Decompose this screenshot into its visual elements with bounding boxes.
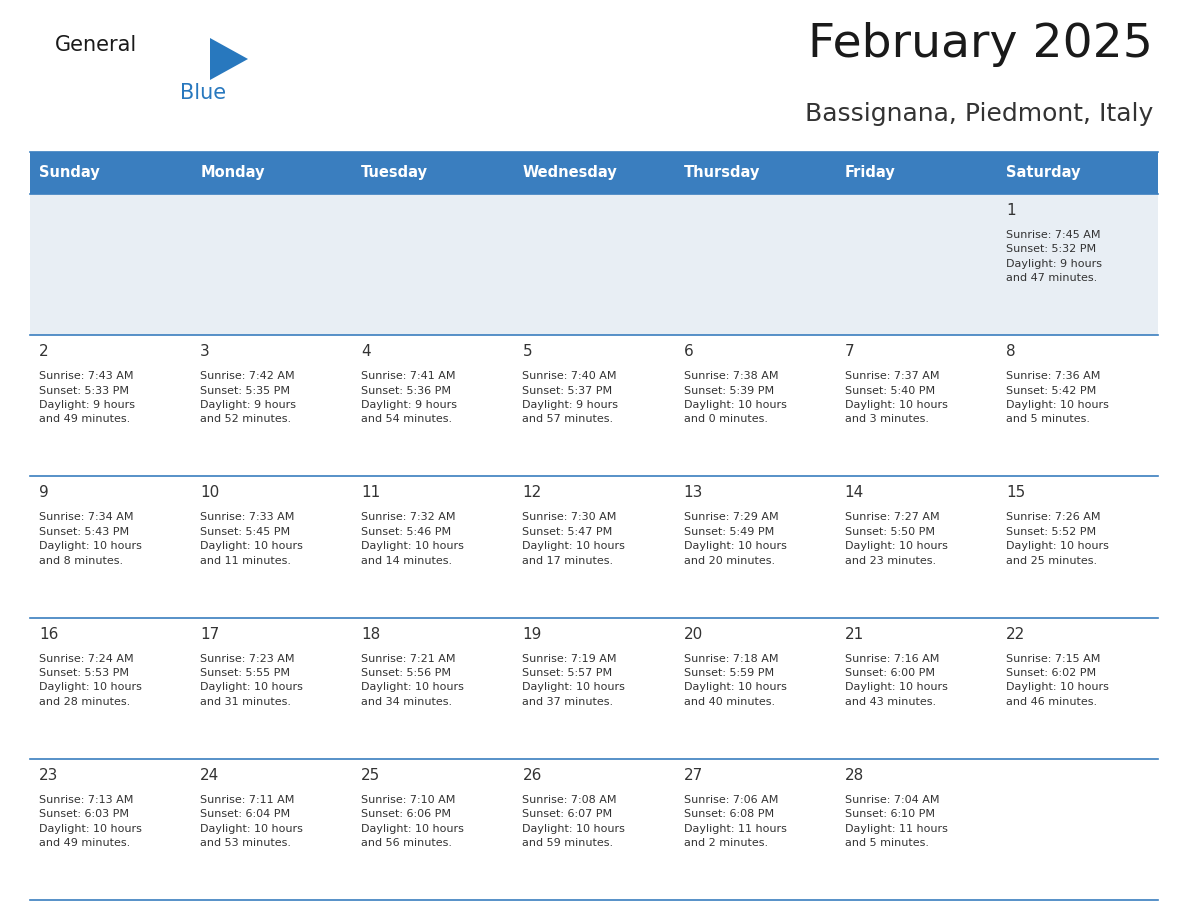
Text: Sunrise: 7:27 AM
Sunset: 5:50 PM
Daylight: 10 hours
and 23 minutes.: Sunrise: 7:27 AM Sunset: 5:50 PM Dayligh… bbox=[845, 512, 948, 565]
Text: February 2025: February 2025 bbox=[808, 22, 1154, 67]
Text: Tuesday: Tuesday bbox=[361, 165, 429, 181]
Text: Sunrise: 7:21 AM
Sunset: 5:56 PM
Daylight: 10 hours
and 34 minutes.: Sunrise: 7:21 AM Sunset: 5:56 PM Dayligh… bbox=[361, 654, 465, 707]
Text: Sunrise: 7:06 AM
Sunset: 6:08 PM
Daylight: 11 hours
and 2 minutes.: Sunrise: 7:06 AM Sunset: 6:08 PM Dayligh… bbox=[683, 795, 786, 848]
Text: 2: 2 bbox=[39, 344, 49, 359]
Text: 11: 11 bbox=[361, 486, 380, 500]
Text: Sunrise: 7:19 AM
Sunset: 5:57 PM
Daylight: 10 hours
and 37 minutes.: Sunrise: 7:19 AM Sunset: 5:57 PM Dayligh… bbox=[523, 654, 625, 707]
Text: Sunrise: 7:16 AM
Sunset: 6:00 PM
Daylight: 10 hours
and 43 minutes.: Sunrise: 7:16 AM Sunset: 6:00 PM Dayligh… bbox=[845, 654, 948, 707]
Text: Sunrise: 7:24 AM
Sunset: 5:53 PM
Daylight: 10 hours
and 28 minutes.: Sunrise: 7:24 AM Sunset: 5:53 PM Dayligh… bbox=[39, 654, 141, 707]
Text: Sunrise: 7:13 AM
Sunset: 6:03 PM
Daylight: 10 hours
and 49 minutes.: Sunrise: 7:13 AM Sunset: 6:03 PM Dayligh… bbox=[39, 795, 141, 848]
Text: 7: 7 bbox=[845, 344, 854, 359]
Text: 16: 16 bbox=[39, 627, 58, 642]
Text: 1: 1 bbox=[1006, 203, 1016, 218]
Text: Wednesday: Wednesday bbox=[523, 165, 618, 181]
Text: 13: 13 bbox=[683, 486, 703, 500]
Text: Sunrise: 7:36 AM
Sunset: 5:42 PM
Daylight: 10 hours
and 5 minutes.: Sunrise: 7:36 AM Sunset: 5:42 PM Dayligh… bbox=[1006, 371, 1108, 424]
Bar bbox=[30, 194, 1158, 335]
Text: 17: 17 bbox=[200, 627, 220, 642]
Text: Sunrise: 7:08 AM
Sunset: 6:07 PM
Daylight: 10 hours
and 59 minutes.: Sunrise: 7:08 AM Sunset: 6:07 PM Dayligh… bbox=[523, 795, 625, 848]
Bar bbox=[191, 152, 353, 194]
Bar bbox=[30, 152, 191, 194]
Polygon shape bbox=[210, 38, 248, 80]
Text: Monday: Monday bbox=[200, 165, 265, 181]
Text: Sunrise: 7:40 AM
Sunset: 5:37 PM
Daylight: 9 hours
and 57 minutes.: Sunrise: 7:40 AM Sunset: 5:37 PM Dayligh… bbox=[523, 371, 619, 424]
Text: Sunrise: 7:18 AM
Sunset: 5:59 PM
Daylight: 10 hours
and 40 minutes.: Sunrise: 7:18 AM Sunset: 5:59 PM Dayligh… bbox=[683, 654, 786, 707]
Text: 28: 28 bbox=[845, 767, 864, 783]
Text: 24: 24 bbox=[200, 767, 220, 783]
Text: General: General bbox=[55, 35, 138, 55]
Text: Sunrise: 7:23 AM
Sunset: 5:55 PM
Daylight: 10 hours
and 31 minutes.: Sunrise: 7:23 AM Sunset: 5:55 PM Dayligh… bbox=[200, 654, 303, 707]
Text: Thursday: Thursday bbox=[683, 165, 760, 181]
Bar bbox=[30, 476, 1158, 618]
Text: Sunrise: 7:15 AM
Sunset: 6:02 PM
Daylight: 10 hours
and 46 minutes.: Sunrise: 7:15 AM Sunset: 6:02 PM Dayligh… bbox=[1006, 654, 1108, 707]
Bar bbox=[835, 152, 997, 194]
Text: Sunrise: 7:33 AM
Sunset: 5:45 PM
Daylight: 10 hours
and 11 minutes.: Sunrise: 7:33 AM Sunset: 5:45 PM Dayligh… bbox=[200, 512, 303, 565]
Text: Sunrise: 7:04 AM
Sunset: 6:10 PM
Daylight: 11 hours
and 5 minutes.: Sunrise: 7:04 AM Sunset: 6:10 PM Dayligh… bbox=[845, 795, 948, 848]
Text: Sunrise: 7:41 AM
Sunset: 5:36 PM
Daylight: 9 hours
and 54 minutes.: Sunrise: 7:41 AM Sunset: 5:36 PM Dayligh… bbox=[361, 371, 457, 424]
Bar bbox=[353, 152, 513, 194]
Text: 21: 21 bbox=[845, 627, 864, 642]
Bar bbox=[997, 152, 1158, 194]
Text: 6: 6 bbox=[683, 344, 694, 359]
Text: 19: 19 bbox=[523, 627, 542, 642]
Text: 8: 8 bbox=[1006, 344, 1016, 359]
Text: Sunrise: 7:10 AM
Sunset: 6:06 PM
Daylight: 10 hours
and 56 minutes.: Sunrise: 7:10 AM Sunset: 6:06 PM Dayligh… bbox=[361, 795, 465, 848]
Text: 26: 26 bbox=[523, 767, 542, 783]
Bar bbox=[30, 759, 1158, 900]
Text: Sunrise: 7:26 AM
Sunset: 5:52 PM
Daylight: 10 hours
and 25 minutes.: Sunrise: 7:26 AM Sunset: 5:52 PM Dayligh… bbox=[1006, 512, 1108, 565]
Text: 25: 25 bbox=[361, 767, 380, 783]
Text: Sunrise: 7:38 AM
Sunset: 5:39 PM
Daylight: 10 hours
and 0 minutes.: Sunrise: 7:38 AM Sunset: 5:39 PM Dayligh… bbox=[683, 371, 786, 424]
Text: Sunrise: 7:30 AM
Sunset: 5:47 PM
Daylight: 10 hours
and 17 minutes.: Sunrise: 7:30 AM Sunset: 5:47 PM Dayligh… bbox=[523, 512, 625, 565]
Text: Sunrise: 7:32 AM
Sunset: 5:46 PM
Daylight: 10 hours
and 14 minutes.: Sunrise: 7:32 AM Sunset: 5:46 PM Dayligh… bbox=[361, 512, 465, 565]
Text: Sunrise: 7:37 AM
Sunset: 5:40 PM
Daylight: 10 hours
and 3 minutes.: Sunrise: 7:37 AM Sunset: 5:40 PM Dayligh… bbox=[845, 371, 948, 424]
Bar bbox=[30, 618, 1158, 759]
Text: 27: 27 bbox=[683, 767, 703, 783]
Text: Sunrise: 7:34 AM
Sunset: 5:43 PM
Daylight: 10 hours
and 8 minutes.: Sunrise: 7:34 AM Sunset: 5:43 PM Dayligh… bbox=[39, 512, 141, 565]
Text: 10: 10 bbox=[200, 486, 220, 500]
Text: Sunrise: 7:43 AM
Sunset: 5:33 PM
Daylight: 9 hours
and 49 minutes.: Sunrise: 7:43 AM Sunset: 5:33 PM Dayligh… bbox=[39, 371, 135, 424]
Text: Sunrise: 7:29 AM
Sunset: 5:49 PM
Daylight: 10 hours
and 20 minutes.: Sunrise: 7:29 AM Sunset: 5:49 PM Dayligh… bbox=[683, 512, 786, 565]
Text: Blue: Blue bbox=[181, 83, 226, 103]
Text: 23: 23 bbox=[39, 767, 58, 783]
Text: Sunrise: 7:45 AM
Sunset: 5:32 PM
Daylight: 9 hours
and 47 minutes.: Sunrise: 7:45 AM Sunset: 5:32 PM Dayligh… bbox=[1006, 230, 1101, 283]
Text: 5: 5 bbox=[523, 344, 532, 359]
Text: Bassignana, Piedmont, Italy: Bassignana, Piedmont, Italy bbox=[804, 102, 1154, 126]
Text: 9: 9 bbox=[39, 486, 49, 500]
Text: 12: 12 bbox=[523, 486, 542, 500]
Text: 20: 20 bbox=[683, 627, 703, 642]
Text: Sunrise: 7:11 AM
Sunset: 6:04 PM
Daylight: 10 hours
and 53 minutes.: Sunrise: 7:11 AM Sunset: 6:04 PM Dayligh… bbox=[200, 795, 303, 848]
Text: 4: 4 bbox=[361, 344, 371, 359]
Text: Saturday: Saturday bbox=[1006, 165, 1080, 181]
Text: 22: 22 bbox=[1006, 627, 1025, 642]
Text: 3: 3 bbox=[200, 344, 210, 359]
Text: 14: 14 bbox=[845, 486, 864, 500]
Bar bbox=[675, 152, 835, 194]
Text: Sunday: Sunday bbox=[39, 165, 100, 181]
Bar bbox=[30, 335, 1158, 476]
Text: Friday: Friday bbox=[845, 165, 896, 181]
Bar bbox=[513, 152, 675, 194]
Text: 15: 15 bbox=[1006, 486, 1025, 500]
Text: 18: 18 bbox=[361, 627, 380, 642]
Text: Sunrise: 7:42 AM
Sunset: 5:35 PM
Daylight: 9 hours
and 52 minutes.: Sunrise: 7:42 AM Sunset: 5:35 PM Dayligh… bbox=[200, 371, 296, 424]
